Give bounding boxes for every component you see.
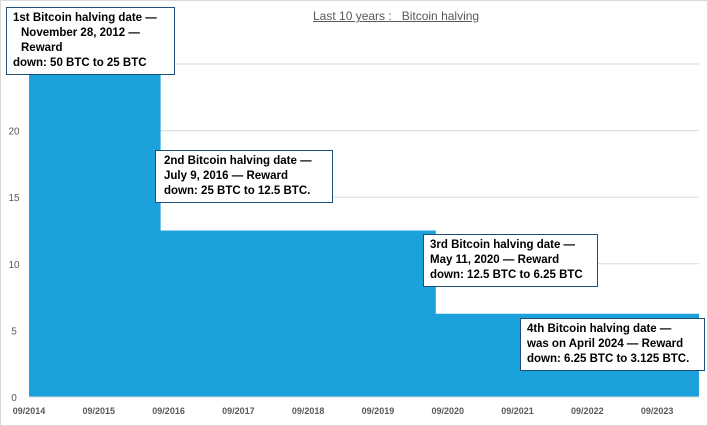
y-tick-label: 10 [8,260,20,271]
annotation-line: 1st Bitcoin halving date — [13,12,157,24]
chart-title: Last 10 years : Bitcoin halving [313,9,480,23]
x-tick-label: 09/2021 [501,406,534,416]
y-tick-label: 0 [11,393,17,404]
annotation-halving-2: 2nd Bitcoin halving date — July 9, 2016 … [155,150,333,203]
annotation-line: was on April 2024 — Reward [527,338,684,350]
x-tick-label: 09/2014 [13,406,46,416]
annotation-halving-3: 3rd Bitcoin halving date — May 11, 2020 … [423,234,598,287]
annotation-line: down: 12.5 BTC to 6.25 BTC [430,269,583,281]
x-tick-label: 09/2017 [222,406,255,416]
annotation-line: November 28, 2012 — Reward [21,27,140,54]
annotation-line: May 11, 2020 — Reward [430,254,560,266]
x-tick-label: 09/2023 [641,406,674,416]
x-tick-label: 09/2020 [431,406,464,416]
annotation-halving-1: 1st Bitcoin halving date — November 28, … [6,7,175,75]
annotation-halving-4: 4th Bitcoin halving date — was on April … [520,318,705,371]
annotation-line: 2nd Bitcoin halving date — [164,155,312,167]
x-tick-label: 09/2018 [292,406,325,416]
annotation-line: down: 6.25 BTC to 3.125 BTC. [527,353,690,365]
y-tick-label: 20 [8,127,20,138]
annotation-line: 4th Bitcoin halving date — [527,323,672,335]
annotation-line: July 9, 2016 — Reward [164,170,289,182]
x-tick-label: 09/2019 [362,406,395,416]
annotation-line: down: 25 BTC to 12.5 BTC. [164,185,311,197]
halving-step-area [29,64,699,397]
y-tick-label: 15 [8,193,20,204]
x-tick-label: 09/2022 [571,406,604,416]
y-tick-label: 5 [11,326,17,337]
annotation-line: 3rd Bitcoin halving date — [430,239,576,251]
x-tick-label: 09/2015 [83,406,116,416]
x-tick-label: 09/2016 [152,406,185,416]
annotation-line: down: 50 BTC to 25 BTC [13,57,147,69]
